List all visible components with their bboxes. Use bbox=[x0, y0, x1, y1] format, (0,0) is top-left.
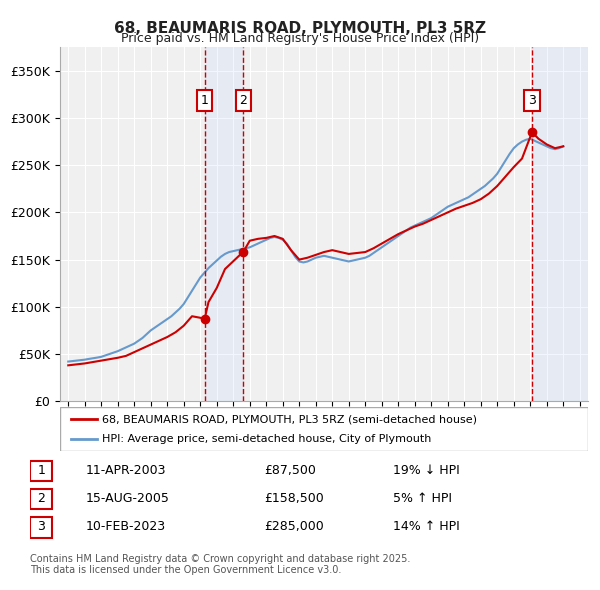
Text: 11-APR-2003: 11-APR-2003 bbox=[86, 464, 166, 477]
FancyBboxPatch shape bbox=[30, 489, 52, 509]
Text: 3: 3 bbox=[37, 520, 45, 533]
Text: £158,500: £158,500 bbox=[265, 492, 324, 505]
Text: 14% ↑ HPI: 14% ↑ HPI bbox=[392, 520, 460, 533]
Bar bbox=[205, 47, 244, 401]
Text: 19% ↓ HPI: 19% ↓ HPI bbox=[392, 464, 460, 477]
Text: 3: 3 bbox=[528, 94, 536, 107]
Text: 68, BEAUMARIS ROAD, PLYMOUTH, PL3 5RZ: 68, BEAUMARIS ROAD, PLYMOUTH, PL3 5RZ bbox=[114, 21, 486, 35]
Text: 2: 2 bbox=[239, 94, 247, 107]
Text: 1: 1 bbox=[37, 464, 45, 477]
Text: HPI: Average price, semi-detached house, City of Plymouth: HPI: Average price, semi-detached house,… bbox=[102, 434, 431, 444]
Text: £87,500: £87,500 bbox=[265, 464, 316, 477]
Text: 10-FEB-2023: 10-FEB-2023 bbox=[86, 520, 166, 533]
FancyBboxPatch shape bbox=[30, 517, 52, 537]
Text: 68, BEAUMARIS ROAD, PLYMOUTH, PL3 5RZ (semi-detached house): 68, BEAUMARIS ROAD, PLYMOUTH, PL3 5RZ (s… bbox=[102, 415, 477, 424]
FancyBboxPatch shape bbox=[30, 461, 52, 481]
Text: Contains HM Land Registry data © Crown copyright and database right 2025.
This d: Contains HM Land Registry data © Crown c… bbox=[30, 553, 410, 575]
Text: 1: 1 bbox=[201, 94, 209, 107]
Text: 15-AUG-2005: 15-AUG-2005 bbox=[86, 492, 170, 505]
Bar bbox=[532, 47, 588, 401]
Text: 2: 2 bbox=[37, 492, 45, 505]
FancyBboxPatch shape bbox=[60, 407, 588, 451]
Text: £285,000: £285,000 bbox=[265, 520, 324, 533]
Text: 5% ↑ HPI: 5% ↑ HPI bbox=[392, 492, 452, 505]
Text: Price paid vs. HM Land Registry's House Price Index (HPI): Price paid vs. HM Land Registry's House … bbox=[121, 32, 479, 45]
